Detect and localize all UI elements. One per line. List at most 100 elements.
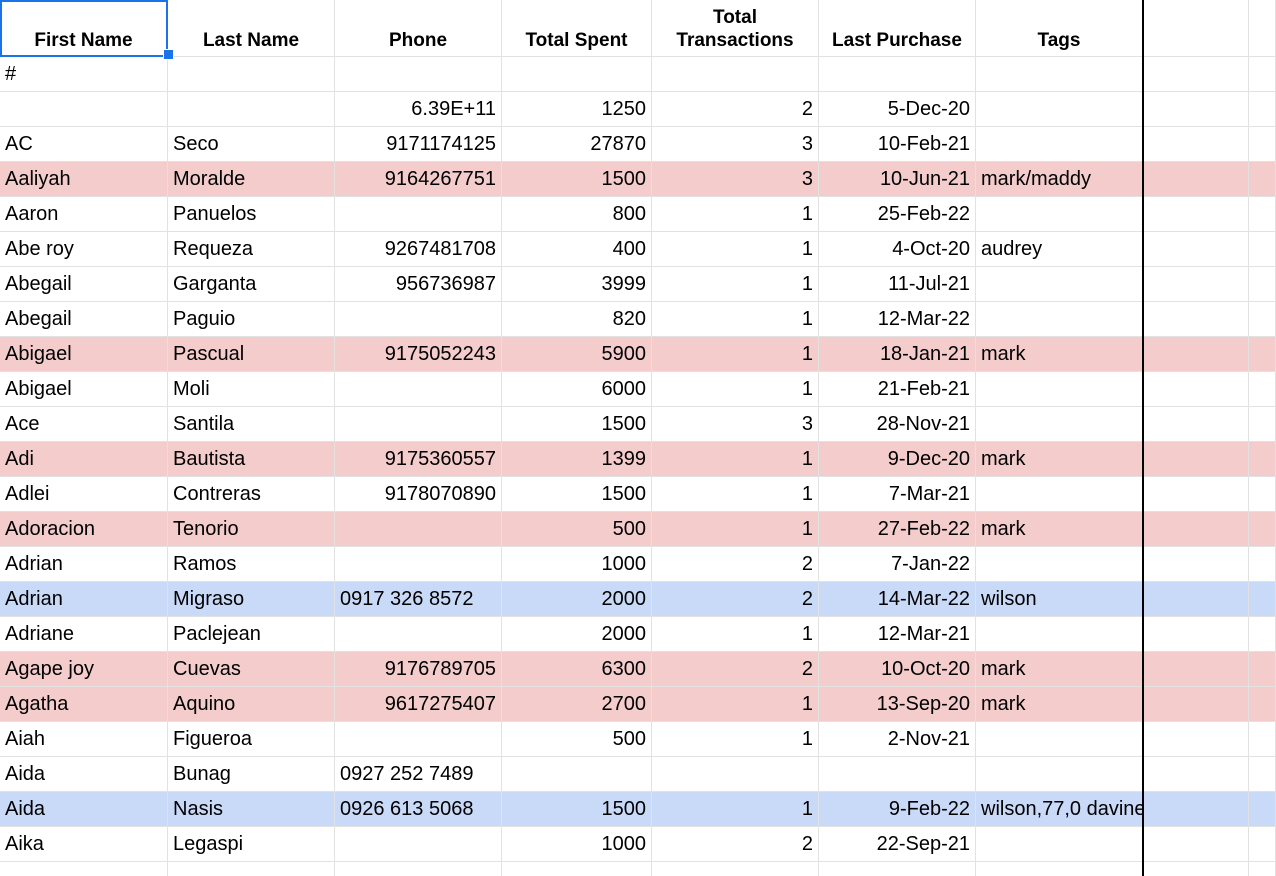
cell[interactable]: 13-Sep-20 bbox=[819, 687, 976, 722]
cell[interactable]: Ramos bbox=[168, 547, 335, 582]
cell[interactable]: audrey bbox=[976, 232, 1143, 267]
cell[interactable]: 1 bbox=[652, 617, 819, 652]
cell[interactable]: Santila bbox=[168, 407, 335, 442]
cell[interactable] bbox=[1143, 652, 1249, 687]
cell[interactable] bbox=[1249, 722, 1276, 757]
cell[interactable]: 9175360557 bbox=[335, 442, 502, 477]
cell[interactable]: 1 bbox=[652, 197, 819, 232]
cell[interactable] bbox=[976, 722, 1143, 757]
cell[interactable]: mark bbox=[976, 652, 1143, 687]
cell[interactable] bbox=[1249, 687, 1276, 722]
cell[interactable] bbox=[1249, 337, 1276, 372]
cell[interactable] bbox=[168, 57, 335, 92]
cell[interactable] bbox=[335, 617, 502, 652]
cell[interactable] bbox=[1143, 127, 1249, 162]
cell[interactable]: Bautista bbox=[168, 442, 335, 477]
cell[interactable] bbox=[1143, 57, 1249, 92]
cell[interactable]: Contreras bbox=[168, 477, 335, 512]
cell[interactable]: 6.39E+11 bbox=[335, 92, 502, 127]
cell[interactable] bbox=[1143, 92, 1249, 127]
cell[interactable] bbox=[335, 827, 502, 862]
cell[interactable]: 22-Sep-21 bbox=[819, 827, 976, 862]
cell[interactable] bbox=[1249, 57, 1276, 92]
cell[interactable]: 2 bbox=[652, 827, 819, 862]
cell[interactable]: 1 bbox=[652, 232, 819, 267]
header-cell[interactable]: Last Purchase bbox=[819, 0, 976, 57]
cell[interactable] bbox=[335, 302, 502, 337]
cell[interactable]: Ace bbox=[0, 407, 168, 442]
header-cell[interactable]: Last Name bbox=[168, 0, 335, 57]
cell[interactable]: 9171174125 bbox=[335, 127, 502, 162]
cell[interactable]: 2000 bbox=[502, 617, 652, 652]
cell[interactable] bbox=[1249, 862, 1276, 876]
cell[interactable]: 0917 326 8572 bbox=[335, 582, 502, 617]
cell[interactable]: 1 bbox=[652, 477, 819, 512]
cell[interactable] bbox=[1249, 652, 1276, 687]
cell[interactable] bbox=[1249, 792, 1276, 827]
cell[interactable] bbox=[1143, 197, 1249, 232]
cell[interactable]: 1 bbox=[652, 687, 819, 722]
cell[interactable] bbox=[1143, 477, 1249, 512]
cell[interactable]: Moralde bbox=[168, 162, 335, 197]
cell[interactable]: 1 bbox=[652, 512, 819, 547]
cell[interactable]: Figueroa bbox=[168, 722, 335, 757]
cell[interactable] bbox=[976, 547, 1143, 582]
cell[interactable] bbox=[1143, 792, 1249, 827]
header-cell[interactable] bbox=[1249, 0, 1276, 57]
cell[interactable]: Adrian bbox=[0, 582, 168, 617]
cell[interactable]: 4-Oct-20 bbox=[819, 232, 976, 267]
cell[interactable]: 2 bbox=[652, 582, 819, 617]
cell[interactable] bbox=[1249, 267, 1276, 302]
cell[interactable]: 6300 bbox=[502, 652, 652, 687]
cell[interactable] bbox=[1143, 827, 1249, 862]
cell[interactable]: 18-Jan-21 bbox=[819, 337, 976, 372]
cell[interactable]: Abe roy bbox=[0, 232, 168, 267]
header-cell[interactable]: Total Transactions bbox=[652, 0, 819, 57]
cell[interactable]: 9175052243 bbox=[335, 337, 502, 372]
cell[interactable] bbox=[976, 197, 1143, 232]
header-cell[interactable]: Tags bbox=[976, 0, 1143, 57]
cell[interactable]: AC bbox=[0, 127, 168, 162]
cell[interactable] bbox=[502, 862, 652, 876]
header-cell[interactable] bbox=[1143, 0, 1249, 57]
cell[interactable] bbox=[1143, 337, 1249, 372]
cell[interactable]: 25-Feb-22 bbox=[819, 197, 976, 232]
cell[interactable]: Pascual bbox=[168, 337, 335, 372]
cell[interactable] bbox=[1143, 687, 1249, 722]
cell[interactable]: 2000 bbox=[502, 582, 652, 617]
cell[interactable] bbox=[335, 57, 502, 92]
cell[interactable] bbox=[1249, 547, 1276, 582]
cell[interactable] bbox=[335, 372, 502, 407]
cell[interactable] bbox=[335, 547, 502, 582]
cell[interactable]: # bbox=[0, 57, 168, 92]
cell[interactable]: 1 bbox=[652, 442, 819, 477]
cell[interactable]: 3999 bbox=[502, 267, 652, 302]
cell[interactable] bbox=[1249, 302, 1276, 337]
cell[interactable]: 21-Feb-21 bbox=[819, 372, 976, 407]
cell[interactable]: Requeza bbox=[168, 232, 335, 267]
cell[interactable] bbox=[1143, 757, 1249, 792]
cell[interactable] bbox=[335, 407, 502, 442]
cell[interactable] bbox=[976, 267, 1143, 302]
cell[interactable] bbox=[1249, 512, 1276, 547]
cell[interactable]: 12-Mar-22 bbox=[819, 302, 976, 337]
cell[interactable]: Nasis bbox=[168, 792, 335, 827]
cell[interactable]: 9-Feb-22 bbox=[819, 792, 976, 827]
cell[interactable]: 1250 bbox=[502, 92, 652, 127]
cell[interactable]: 2 bbox=[652, 652, 819, 687]
cell[interactable] bbox=[1143, 407, 1249, 442]
cell[interactable] bbox=[976, 757, 1143, 792]
cell[interactable]: 5-Dec-20 bbox=[819, 92, 976, 127]
cell[interactable]: 956736987 bbox=[335, 267, 502, 302]
cell[interactable]: Bunag bbox=[168, 757, 335, 792]
cell[interactable] bbox=[168, 92, 335, 127]
cell[interactable]: 10-Feb-21 bbox=[819, 127, 976, 162]
cell[interactable] bbox=[1143, 267, 1249, 302]
cell[interactable]: 800 bbox=[502, 197, 652, 232]
cell[interactable]: Adlei bbox=[0, 477, 168, 512]
cell[interactable] bbox=[1249, 92, 1276, 127]
cell[interactable] bbox=[652, 862, 819, 876]
cell[interactable]: 2 bbox=[652, 547, 819, 582]
cell[interactable]: Adoracion bbox=[0, 512, 168, 547]
cell[interactable] bbox=[1249, 232, 1276, 267]
